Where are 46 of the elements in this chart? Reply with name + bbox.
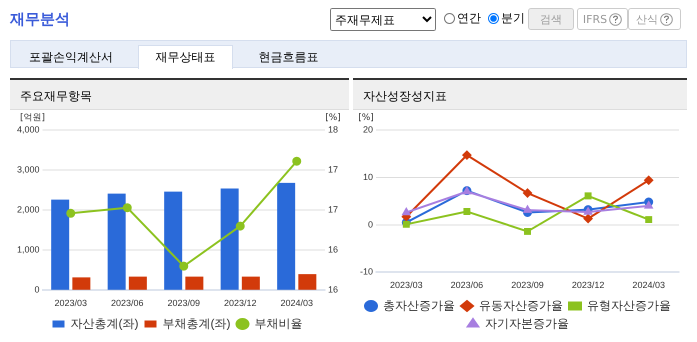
y-tick-label: 3,000 (16, 164, 40, 175)
text: 주재무제표 (330, 8, 436, 31)
x-tick-label: 2023/09 (511, 280, 544, 290)
legend-label: 부채비율 (254, 316, 302, 330)
y-tick-label: 4,000 (16, 124, 40, 134)
y-tick-label: 0 (34, 284, 40, 295)
x-tick-label: 2023/09 (167, 298, 200, 308)
legend-label: 부채총계(좌) (162, 316, 230, 330)
y-axis-title: [%] (358, 112, 374, 123)
y2-tick-label: 18 (328, 124, 338, 134)
y-tick-label: 20 (362, 124, 374, 134)
x-tick-label: 2023/12 (224, 298, 257, 308)
y2-axis-title: [%] (325, 112, 341, 123)
y-tick-label: 10 (362, 172, 374, 182)
text: 재무분석 (10, 10, 70, 29)
legend-label: 자기자본증가율 (485, 316, 569, 330)
legend-label: 총자산증가율 (383, 298, 455, 312)
text: 산식 (636, 12, 658, 26)
chart-title: 주요재무항목 (10, 78, 349, 110)
text: 연간 (457, 10, 481, 27)
legend-label: 유형자산증가율 (587, 298, 671, 312)
x-tick-label: 2023/12 (572, 280, 604, 290)
x-tick-label: 2024/03 (632, 280, 665, 290)
legend-label: 유동자산증가율 (479, 298, 563, 312)
x-tick-label: 2024/03 (280, 298, 314, 308)
x-tick-label: 2023/03 (54, 298, 88, 308)
y2-tick-label: 16 (328, 244, 338, 255)
y-tick-label: 1,000 (16, 244, 40, 255)
x-tick-label: 2023/03 (390, 280, 423, 290)
text: 분기 (501, 10, 525, 27)
text: 현금흐름표 (258, 48, 320, 66)
text: 포괄손익계산서 (28, 48, 114, 66)
y-tick-label: 2,000 (16, 204, 40, 215)
text: 재무상태표 (138, 45, 233, 69)
y-axis-title: [억원] (20, 112, 46, 123)
y2-tick-label: 17 (328, 164, 338, 175)
y2-tick-label: 16 (328, 284, 338, 295)
y-tick-label: 0 (368, 219, 374, 230)
x-tick-label: 2023/06 (110, 298, 144, 308)
y2-tick-label: 17 (328, 204, 338, 215)
x-tick-label: 2023/06 (450, 280, 484, 290)
chart-title: 자산성장성지표 (353, 78, 687, 110)
legend-label: 자산총계(좌) (70, 316, 139, 330)
text: 검색 (528, 8, 574, 30)
text: IFRS (582, 12, 608, 26)
y-tick-label: -10 (360, 266, 374, 277)
